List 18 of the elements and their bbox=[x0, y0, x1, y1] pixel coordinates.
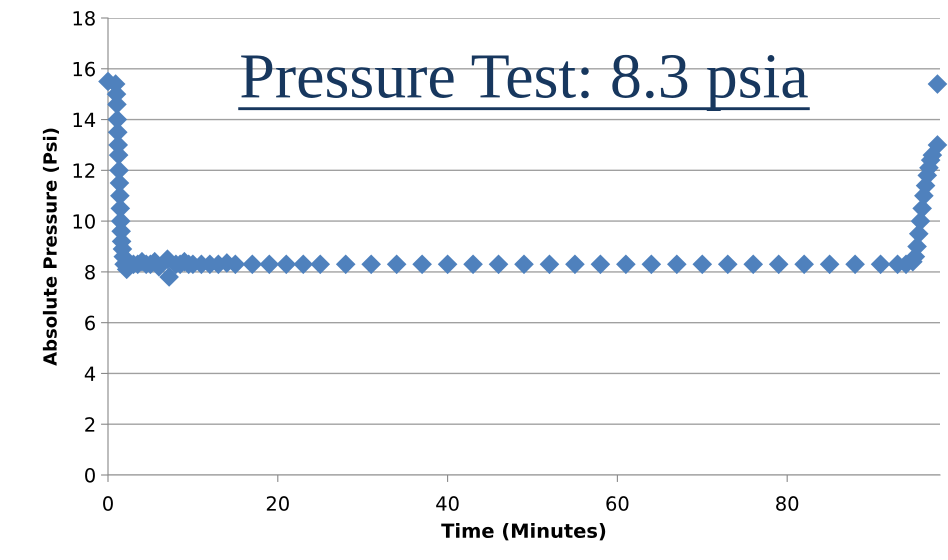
y-tick-label: 14 bbox=[74, 112, 96, 127]
x-tick-label: 20 bbox=[266, 496, 289, 511]
y-tick-label: 8 bbox=[85, 264, 95, 280]
x-tick-label: 0 bbox=[103, 496, 113, 511]
y-tick-label: 10 bbox=[74, 214, 95, 229]
x-tick-label: 40 bbox=[436, 496, 459, 511]
text: Pressure Test: 8.3 psia bbox=[241, 54, 808, 111]
y-tick-label: 0 bbox=[85, 468, 95, 483]
y-tick-label: 12 bbox=[74, 163, 94, 178]
y-tick-label: 2 bbox=[85, 417, 94, 432]
y-tick-label: 4 bbox=[84, 366, 96, 381]
y-tick-label: 6 bbox=[85, 316, 95, 330]
x-tick-label: 80 bbox=[776, 496, 798, 511]
x-tick-label: 60 bbox=[606, 496, 628, 511]
y-tick-label: 18 bbox=[74, 10, 95, 26]
y-axis-title: Absolute Pressure (Psi) bbox=[42, 128, 59, 366]
y-tick-label: 16 bbox=[74, 62, 95, 76]
x-axis-title: Time (Minutes) bbox=[441, 522, 606, 540]
